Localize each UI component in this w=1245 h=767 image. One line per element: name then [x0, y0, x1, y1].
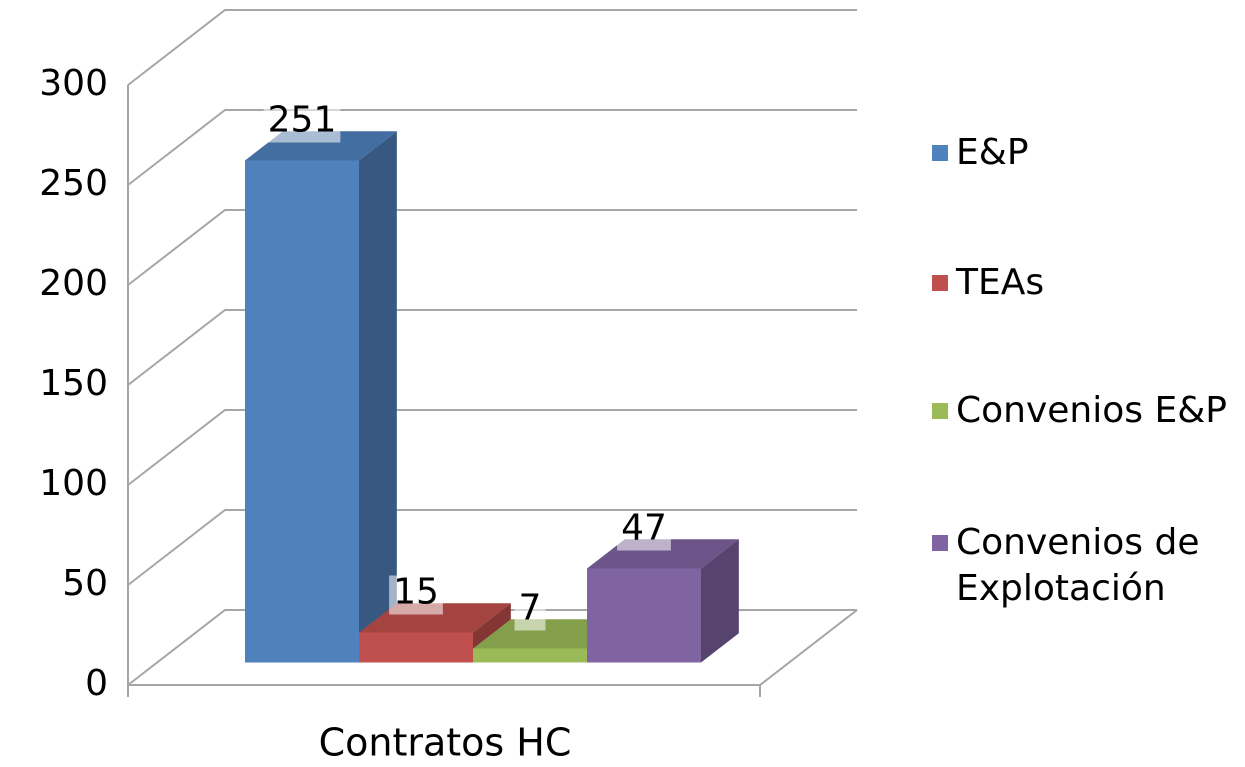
bar-front — [245, 160, 359, 663]
legend-item: E&P — [932, 130, 1232, 176]
legend-item: Convenios de Explotación — [932, 520, 1232, 612]
legend-swatch — [932, 535, 948, 551]
legend-item: Convenios E&P — [932, 388, 1232, 434]
y-tick-label: 200 — [39, 263, 108, 304]
legend-item: TEAs — [932, 260, 1232, 306]
grid-line — [127, 9, 857, 86]
x-tick-label: Contratos HC — [319, 721, 572, 765]
bar — [245, 131, 397, 663]
grid-line — [127, 509, 857, 586]
bar-side — [359, 131, 397, 663]
data-label-box — [389, 575, 443, 615]
legend-label: Convenios de Explotación — [956, 522, 1200, 609]
legend-label: Convenios E&P — [956, 390, 1228, 431]
legend-label: TEAs — [956, 262, 1045, 303]
data-label-box — [617, 511, 671, 551]
grid-line — [127, 409, 857, 486]
floor-edge — [759, 609, 858, 686]
grid-line — [127, 209, 857, 286]
bar-side — [701, 539, 739, 663]
legend-swatch — [932, 145, 948, 161]
y-tick-label: 0 — [85, 663, 108, 704]
y-tick-label: 150 — [39, 363, 108, 404]
data-label: 47 — [621, 508, 667, 549]
data-label-box — [514, 591, 546, 631]
bar-top — [473, 619, 625, 649]
bar-front — [473, 648, 587, 663]
legend-swatch — [932, 403, 948, 419]
y-tick-label: 100 — [39, 463, 108, 504]
legend-label: E&P — [956, 132, 1029, 173]
bar — [587, 539, 739, 663]
data-label: 251 — [268, 100, 337, 141]
data-label: 15 — [393, 572, 439, 613]
grid-line — [127, 109, 857, 186]
y-tick-label: 300 — [39, 63, 108, 104]
grid-line — [127, 309, 857, 386]
bar-front — [587, 568, 701, 663]
legend-swatch — [932, 275, 948, 291]
y-tick-label: 50 — [62, 563, 108, 604]
data-label: 7 — [519, 588, 542, 629]
data-label-box — [263, 103, 341, 143]
bar-front — [359, 632, 473, 663]
y-tick-label: 250 — [39, 163, 108, 204]
